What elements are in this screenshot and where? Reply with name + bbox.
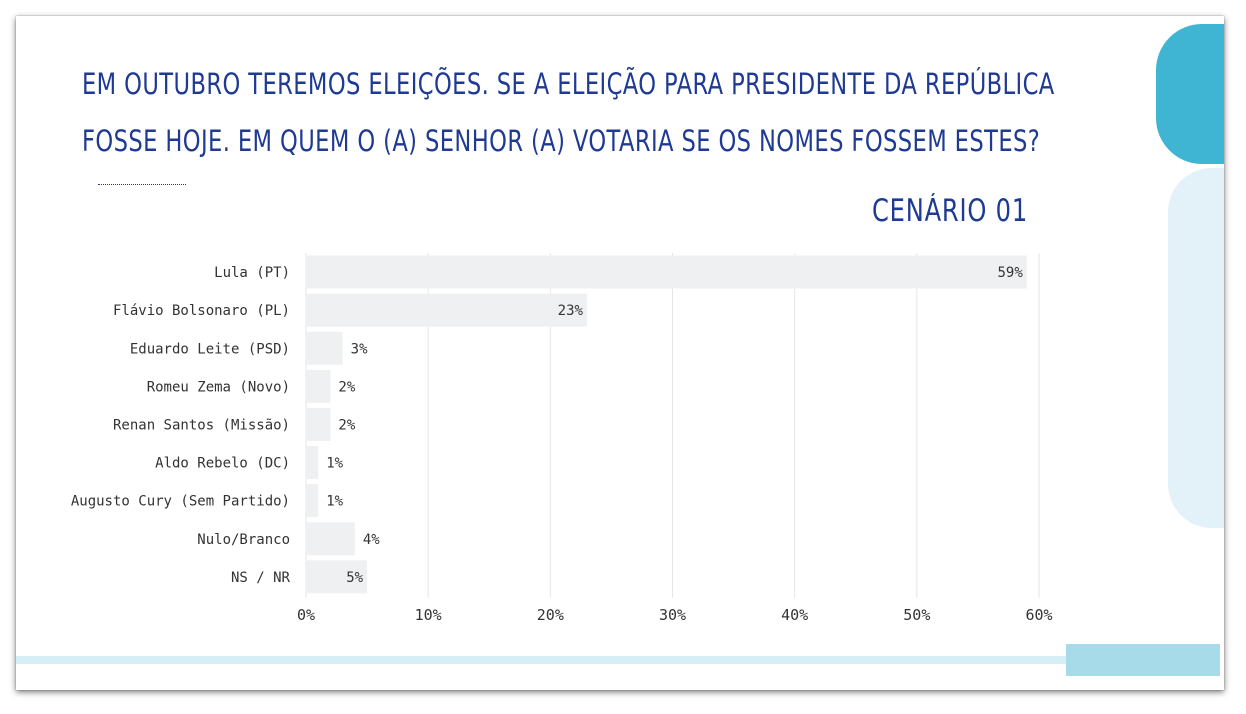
x-tick-label: 20% — [537, 606, 564, 624]
bottom-accent-block — [1066, 644, 1220, 676]
data-label: 3% — [351, 341, 368, 357]
category-label: Flávio Bolsonaro (PL) — [113, 303, 290, 319]
data-label: 59% — [997, 265, 1023, 281]
data-label: 1% — [326, 456, 343, 472]
decorative-shape-dark — [1156, 24, 1224, 164]
category-label: Romeu Zema (Novo) — [147, 379, 290, 395]
data-label: 4% — [363, 532, 380, 548]
bar — [306, 255, 1027, 289]
category-label: NS / NR — [231, 570, 291, 586]
category-label: Eduardo Leite (PSD) — [130, 341, 290, 357]
slide: EM OUTUBRO TEREMOS ELEIÇÕES. SE A ELEIÇÃ… — [16, 16, 1224, 690]
x-tick-label: 0% — [297, 606, 315, 624]
x-tick-label: 50% — [903, 606, 930, 624]
x-tick-label: 40% — [781, 606, 808, 624]
data-label: 2% — [338, 379, 355, 395]
bar — [306, 560, 368, 594]
scenario-label: CENÁRIO 01 — [871, 193, 1028, 229]
bar — [306, 522, 355, 556]
data-label: 2% — [338, 417, 355, 433]
data-label: 1% — [326, 494, 343, 510]
x-tick-label: 30% — [659, 606, 686, 624]
bar — [306, 331, 343, 365]
category-label: Lula (PT) — [214, 265, 290, 281]
category-label: Renan Santos (Missão) — [113, 417, 290, 433]
bar — [306, 369, 331, 403]
bottom-stripe — [16, 656, 1166, 664]
bar — [306, 293, 587, 327]
category-label: Nulo/Branco — [197, 532, 290, 548]
bar — [306, 446, 319, 480]
data-label: 5% — [346, 570, 363, 586]
data-label: 23% — [558, 303, 584, 319]
x-tick-label: 60% — [1025, 606, 1052, 624]
dotted-divider — [98, 184, 186, 185]
bar — [306, 484, 319, 518]
category-label: Augusto Cury (Sem Partido) — [71, 494, 290, 510]
x-tick-label: 10% — [415, 606, 442, 624]
decorative-shape-light — [1168, 168, 1224, 528]
category-label: Aldo Rebelo (DC) — [155, 456, 290, 472]
bar — [306, 407, 331, 441]
